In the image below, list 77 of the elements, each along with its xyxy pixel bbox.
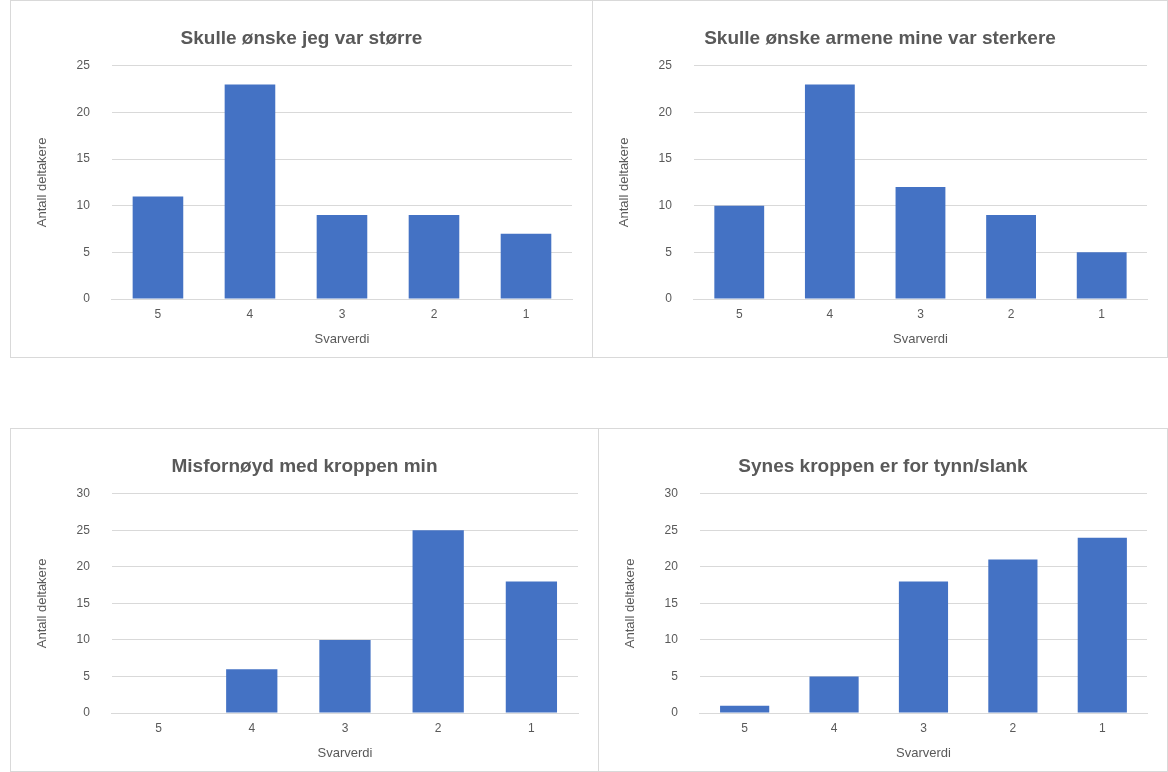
y-tick-label: 20 [658, 104, 673, 119]
x-tick-label: 3 [338, 306, 346, 321]
bar [988, 559, 1038, 713]
bar [224, 84, 276, 299]
y-tick-label: 0 [671, 705, 679, 720]
bar [319, 639, 371, 713]
y-tick-label: 5 [671, 668, 679, 683]
y-tick-label: 15 [658, 151, 673, 166]
chart-title: Misfornøyd med kroppen min [171, 454, 438, 476]
y-tick-label: 20 [76, 559, 91, 574]
x-tick-label: 2 [430, 306, 438, 321]
x-tick-label: 4 [246, 306, 254, 321]
x-axis-title: Svarverdi [314, 330, 370, 346]
bar [895, 187, 946, 299]
x-tick-label: 2 [434, 720, 442, 735]
x-tick-label: 1 [1098, 306, 1106, 321]
bar [986, 215, 1036, 299]
y-tick-label: 5 [83, 244, 91, 259]
x-tick-label: 5 [155, 720, 163, 735]
bar [1077, 537, 1127, 713]
x-tick-label: 1 [528, 720, 536, 735]
x-tick-label: 5 [741, 720, 749, 735]
bar [226, 669, 278, 713]
bar [1076, 252, 1127, 299]
chart-title: Synes kroppen er for tynn/slank [738, 454, 1029, 476]
y-tick-label: 25 [76, 58, 91, 73]
bar [500, 233, 552, 299]
y-tick-label: 30 [76, 486, 91, 501]
x-tick-label: 3 [917, 306, 925, 321]
x-axis-title: Svarverdi [896, 744, 952, 760]
y-tick-label: 25 [76, 522, 91, 537]
y-tick-label: 10 [658, 198, 673, 213]
y-tick-label: 25 [664, 522, 679, 537]
y-tick-label: 10 [76, 198, 91, 213]
y-tick-label: 0 [83, 291, 91, 306]
x-tick-label: 3 [920, 720, 928, 735]
y-axis-title: Antall deltakere [622, 558, 638, 649]
x-tick-label: 3 [341, 720, 349, 735]
y-tick-label: 15 [664, 595, 679, 610]
bar [132, 196, 184, 299]
bar [505, 581, 558, 713]
x-tick-label: 5 [154, 306, 162, 321]
x-tick-label: 5 [735, 306, 743, 321]
x-tick-label: 1 [1098, 720, 1106, 735]
bar [809, 676, 859, 713]
x-axis-title: Svarverdi [317, 744, 373, 760]
bar [714, 205, 765, 299]
x-tick-label: 4 [830, 720, 838, 735]
y-tick-label: 20 [76, 104, 91, 119]
y-tick-label: 20 [664, 559, 679, 574]
y-tick-label: 15 [76, 151, 91, 166]
y-tick-label: 5 [665, 244, 673, 259]
bar [412, 530, 464, 713]
y-axis-title: Antall deltakere [34, 137, 50, 228]
bar [408, 215, 460, 299]
bar [804, 84, 855, 299]
y-tick-label: 5 [83, 668, 91, 683]
y-tick-label: 10 [664, 632, 679, 647]
y-axis-title: Antall deltakere [34, 558, 50, 649]
x-tick-label: 4 [826, 306, 834, 321]
chart-title: Skulle ønske armene mine var sterkere [704, 26, 1056, 48]
y-tick-label: 15 [76, 595, 91, 610]
y-tick-label: 30 [664, 486, 679, 501]
x-axis-title: Svarverdi [893, 330, 949, 346]
y-tick-label: 0 [665, 291, 673, 306]
y-tick-label: 25 [658, 58, 673, 73]
x-tick-label: 2 [1009, 720, 1017, 735]
y-tick-label: 10 [76, 632, 91, 647]
x-tick-label: 1 [522, 306, 530, 321]
x-tick-label: 4 [248, 720, 256, 735]
bar [898, 581, 949, 713]
chart-title: Skulle ønske jeg var større [180, 26, 423, 48]
x-tick-label: 2 [1007, 306, 1015, 321]
y-axis-title: Antall deltakere [616, 137, 632, 228]
bar [316, 215, 368, 299]
y-tick-label: 0 [83, 705, 91, 720]
bar [720, 705, 770, 713]
